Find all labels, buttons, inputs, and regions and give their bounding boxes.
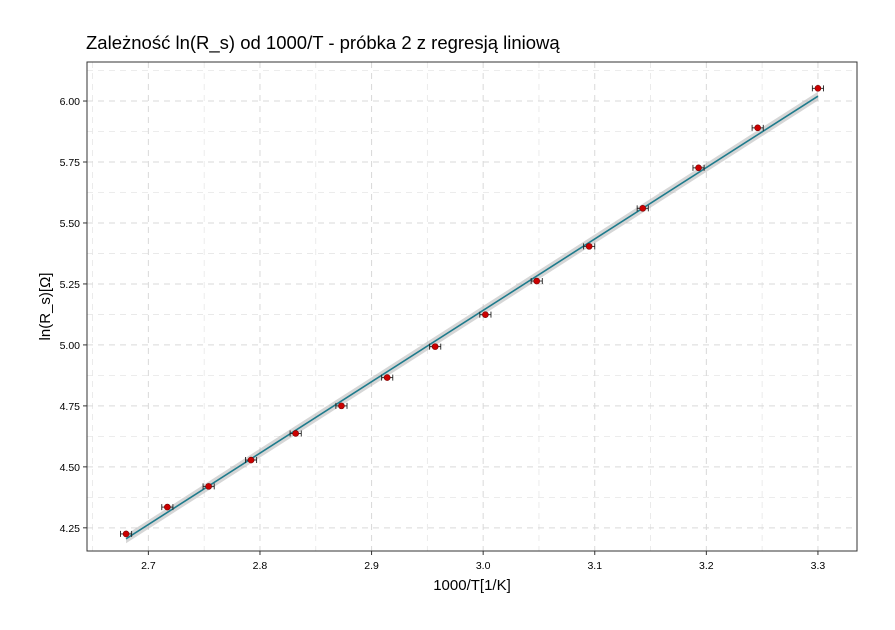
point-marker xyxy=(292,430,299,437)
x-tick-label: 3.3 xyxy=(811,560,826,572)
y-tick-label: 6.00 xyxy=(60,96,81,108)
point-marker xyxy=(338,402,345,410)
y-tick-label: 4.25 xyxy=(60,523,81,535)
plot-panel-border xyxy=(86,61,858,552)
point-marker xyxy=(695,164,702,172)
point-marker xyxy=(247,456,255,464)
data-points-layer xyxy=(120,85,824,538)
point-marker xyxy=(533,277,541,285)
data-point xyxy=(692,164,705,172)
x-tick-label: 2.8 xyxy=(253,560,268,572)
data-point xyxy=(120,530,133,538)
data-point xyxy=(811,85,824,92)
data-point xyxy=(583,243,596,250)
grid xyxy=(87,62,857,551)
point-marker xyxy=(585,243,593,250)
x-tick-label: 3.2 xyxy=(699,560,714,572)
point-marker xyxy=(164,503,171,511)
y-tick-label: 5.00 xyxy=(60,340,81,352)
data-point xyxy=(161,503,174,511)
data-point xyxy=(530,277,543,285)
data-point xyxy=(245,456,258,464)
data-point xyxy=(429,343,442,350)
regression-line xyxy=(125,95,819,540)
x-axis-label: 1000/T[1/K] xyxy=(433,577,511,594)
y-axis-label: ln(R_s)[Ω] xyxy=(37,273,54,341)
x-axis-ticks: 2.7 2.8 2.9 3.0 3.1 3.2 3.3 xyxy=(141,551,825,572)
point-marker xyxy=(205,483,212,490)
data-point xyxy=(289,430,302,437)
point-marker xyxy=(639,205,647,212)
point-marker xyxy=(754,124,761,132)
y-axis-ticks: 4.25 4.50 4.75 5.00 5.25 5.50 5.75 6.00 xyxy=(60,96,87,535)
y-tick-label: 5.25 xyxy=(60,279,81,291)
data-point xyxy=(479,311,492,318)
data-point xyxy=(636,205,649,212)
x-tick-label: 3.1 xyxy=(587,560,602,572)
x-tick-label: 2.7 xyxy=(141,560,156,572)
data-point xyxy=(202,483,215,490)
chart-title: Zależność ln(R_s) od 1000/T - próbka 2 z… xyxy=(86,32,560,53)
y-tick-label: 4.50 xyxy=(60,462,81,474)
regression-line-layer xyxy=(125,95,819,540)
x-tick-label: 2.9 xyxy=(364,560,379,572)
point-marker xyxy=(482,311,489,318)
point-marker xyxy=(122,530,130,538)
y-tick-label: 5.75 xyxy=(60,157,81,169)
data-point xyxy=(751,124,764,132)
y-tick-label: 4.75 xyxy=(60,401,81,413)
x-tick-label: 3.0 xyxy=(476,560,491,572)
data-point xyxy=(381,374,394,381)
point-marker xyxy=(383,374,391,381)
point-marker xyxy=(814,85,822,92)
data-point xyxy=(335,402,348,410)
point-marker xyxy=(431,343,439,350)
y-tick-label: 5.50 xyxy=(60,218,81,230)
